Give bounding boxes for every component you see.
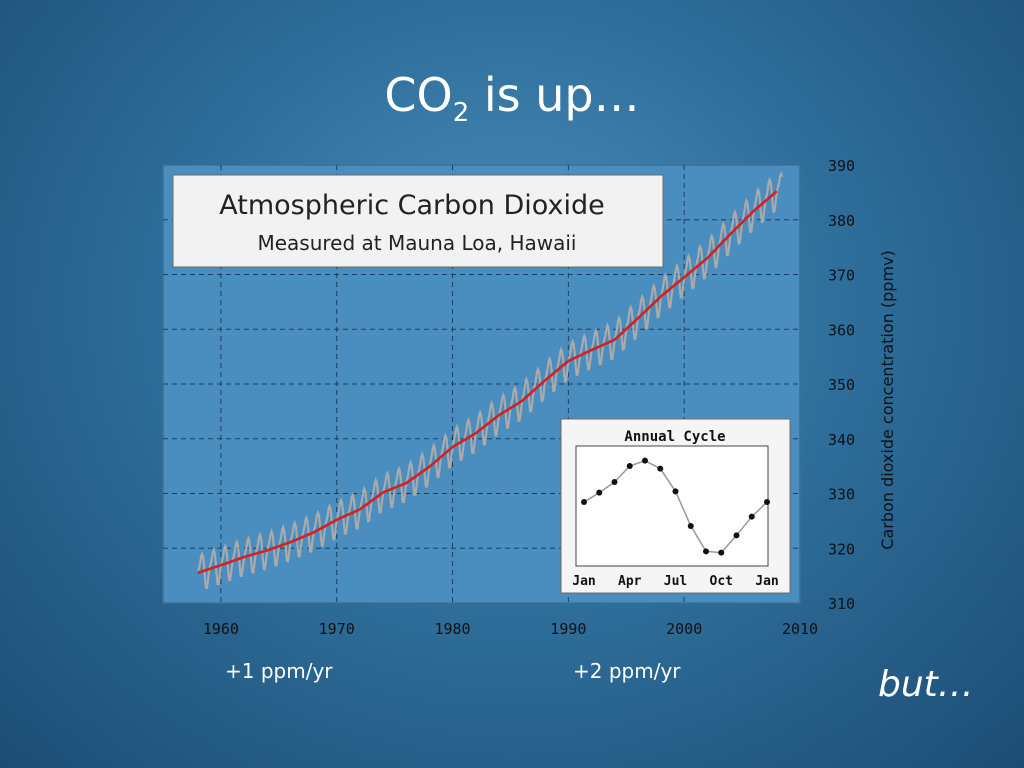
annual-cycle-point <box>596 489 603 496</box>
y-tick-label: 350 <box>828 376 855 394</box>
but-text: but… <box>878 664 974 705</box>
y-tick-label: 390 <box>828 157 855 175</box>
annual-cycle-point <box>611 479 618 485</box>
annual-cycle-point <box>703 548 709 555</box>
annual-cycle-point <box>733 532 740 539</box>
annual-cycle-point <box>687 523 694 529</box>
inset-tick-label: Oct <box>710 574 733 589</box>
slide-title: CO2 is up… <box>384 68 640 128</box>
rate-note-early: +1 ppm/yr <box>225 659 333 683</box>
inset-tick-label: Jul <box>664 574 687 589</box>
annual-cycle-point <box>748 513 755 520</box>
y-tick-label: 320 <box>828 540 855 558</box>
y-tick-label: 370 <box>828 267 855 285</box>
x-tick-label: 2010 <box>782 620 818 638</box>
inset-tick-label: Jan <box>755 574 778 589</box>
monthly-co2-line <box>197 170 784 590</box>
y-tick-label: 330 <box>828 486 855 504</box>
y-tick-label: 360 <box>828 321 855 339</box>
inset-title: Annual Cycle <box>624 429 725 445</box>
annual-cycle-point <box>764 499 770 505</box>
x-tick-label: 1960 <box>203 620 239 638</box>
annual-cycle-point <box>642 457 648 464</box>
inset-plot-area <box>575 445 769 567</box>
annual-cycle-point <box>626 463 633 469</box>
annual-cycle-point <box>581 499 587 505</box>
x-tick-label: 1980 <box>434 620 470 638</box>
annual-cycle-point <box>718 549 725 556</box>
inset-tick-label: Jan <box>572 574 595 589</box>
chart-title: Atmospheric Carbon Dioxide <box>219 190 604 221</box>
x-tick-label: 1990 <box>550 620 586 638</box>
y-tick-label: 380 <box>828 212 855 230</box>
annual-cycle-inset: Annual Cycle Jan Apr Jul Oct Jan <box>560 418 791 594</box>
y-tick-label: 340 <box>828 431 855 449</box>
y-axis-label: Carbon dioxide concentration (ppmv) <box>878 250 897 549</box>
y-tick-label: 310 <box>828 595 855 613</box>
annual-cycle-point <box>672 488 679 495</box>
inset-tick-label: Apr <box>618 574 642 589</box>
annual-trend-line <box>197 190 778 575</box>
x-tick-label: 2000 <box>666 620 702 638</box>
annual-cycle-point <box>657 465 664 472</box>
chart-title-box <box>172 174 664 268</box>
x-tick-label: 1970 <box>319 620 355 638</box>
chart-subtitle: Measured at Mauna Loa, Hawaii <box>257 231 576 255</box>
rate-note-recent: +2 ppm/yr <box>573 659 681 683</box>
